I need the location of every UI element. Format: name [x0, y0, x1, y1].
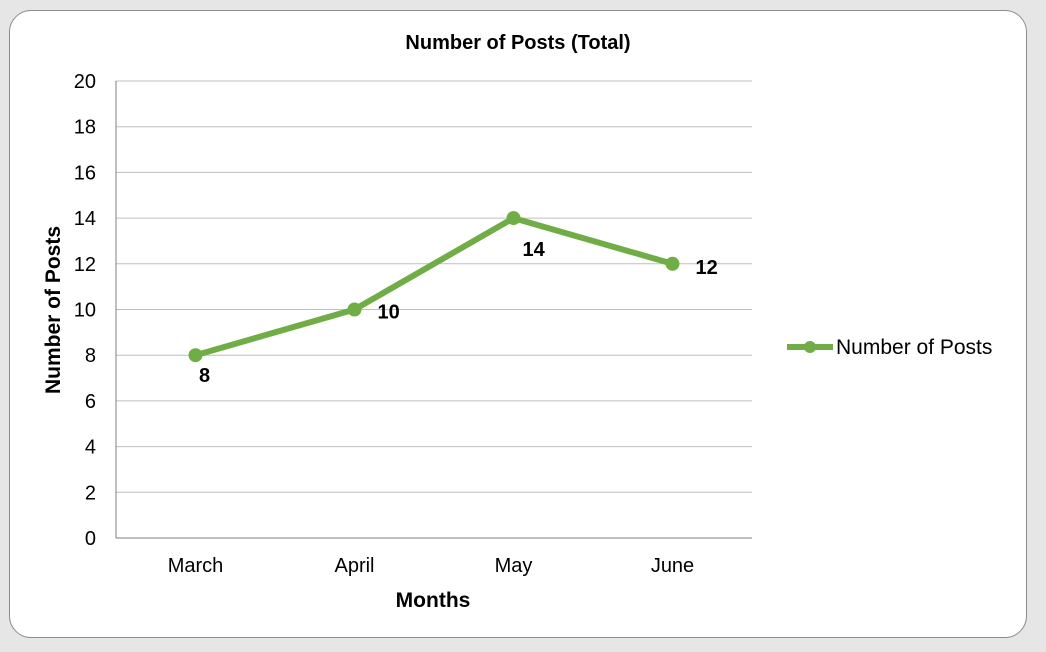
y-axis-title: Number of Posts	[42, 226, 65, 394]
legend-label: Number of Posts	[836, 336, 992, 359]
data-label: 14	[523, 239, 546, 261]
x-tick-label: May	[495, 555, 533, 577]
y-tick-label: 0	[85, 528, 96, 550]
y-tick-label: 16	[74, 162, 96, 184]
x-tick-labels: March April May June	[168, 555, 694, 577]
x-tick-label: June	[651, 555, 694, 577]
legend-swatch-marker	[804, 341, 816, 353]
data-point	[506, 211, 521, 226]
y-tick-label: 20	[74, 71, 96, 93]
data-point	[347, 302, 362, 317]
gridlines	[116, 80, 752, 493]
y-tick-label: 12	[74, 254, 96, 276]
series-number-of-posts	[188, 211, 680, 363]
data-label: 8	[199, 365, 210, 387]
chart-title: Number of Posts (Total)	[405, 32, 630, 54]
series-line	[192, 215, 676, 359]
y-tick-label: 14	[74, 208, 96, 230]
data-point	[665, 256, 680, 271]
y-tick-label: 10	[74, 300, 96, 322]
chart-frame	[9, 10, 1027, 638]
y-tick-label: 2	[85, 482, 96, 504]
x-tick-label: April	[334, 555, 374, 577]
y-tick-labels: 0 2 4 6 8 10 12 14 16 18 20	[74, 71, 96, 550]
y-tick-label: 6	[85, 391, 96, 413]
y-tick-label: 8	[85, 345, 96, 367]
data-label: 10	[378, 302, 400, 324]
x-axis-title: Months	[396, 589, 471, 612]
y-tick-label: 18	[74, 117, 96, 139]
data-point	[188, 348, 203, 363]
y-tick-label: 4	[85, 437, 96, 459]
x-tick-label: March	[168, 555, 224, 577]
data-labels: 8 10 14 12	[199, 239, 718, 387]
legend: Number of Posts	[787, 336, 992, 359]
data-label: 12	[696, 257, 718, 279]
